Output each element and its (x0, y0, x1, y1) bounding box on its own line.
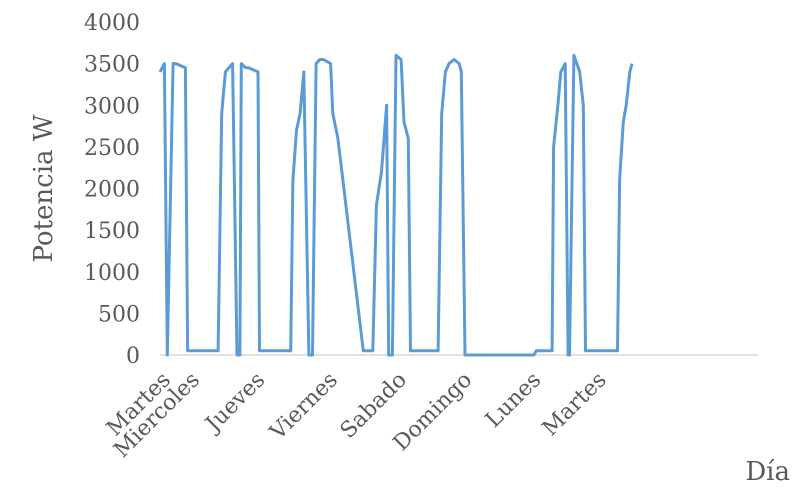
x-tick-label: Martes (538, 368, 612, 442)
y-tick-label: 3000 (84, 94, 140, 119)
series-line (158, 53, 634, 357)
x-tick-label: Lunes (481, 368, 546, 433)
y-axis-title: Potencia W (29, 114, 59, 262)
y-tick-label: 4000 (84, 11, 140, 36)
y-tick-label: 0 (126, 344, 140, 369)
y-axis-ticks: 0 500 1000 1500 2000 2500 3000 3500 4000 (84, 11, 140, 369)
y-tick-label: 1500 (84, 219, 140, 244)
x-axis-title: Día (745, 457, 790, 487)
x-axis-ticks: MartesMiercolesJuevesViernesSabadoDoming… (102, 368, 611, 463)
y-tick-label: 2000 (84, 178, 140, 203)
y-tick-label: 1000 (84, 261, 140, 286)
x-tick-label: Viernes (265, 368, 343, 446)
y-tick-label: 3500 (84, 53, 140, 78)
y-tick-label: 2500 (84, 136, 140, 161)
y-tick-label: 500 (98, 302, 140, 327)
x-tick-label: Jueves (200, 368, 271, 439)
